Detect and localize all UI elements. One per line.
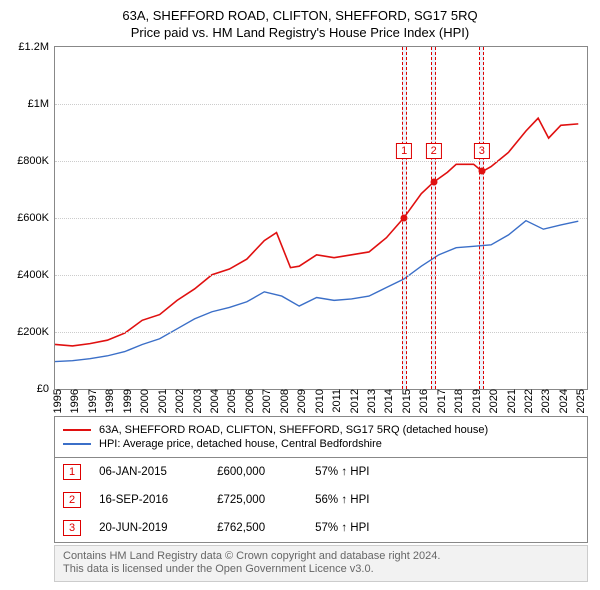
x-axis-tick-label: 1995 — [50, 389, 64, 413]
series-line-property — [55, 118, 578, 346]
footnote-box: Contains HM Land Registry data © Crown c… — [54, 545, 588, 583]
y-axis-tick-label: £1.2M — [18, 41, 55, 53]
x-axis-tick-label: 2000 — [137, 389, 151, 413]
event-marker-label: 2 — [426, 143, 442, 159]
event-row: 1 06-JAN-2015 £600,000 57% ↑ HPI — [55, 458, 587, 486]
x-axis-tick-label: 2014 — [381, 389, 395, 413]
legend-swatch — [63, 429, 91, 431]
event-price: £762,500 — [217, 522, 297, 534]
event-date: 16-SEP-2016 — [99, 494, 199, 506]
legend-box: 63A, SHEFFORD ROAD, CLIFTON, SHEFFORD, S… — [54, 416, 588, 458]
event-marker-label: 1 — [396, 143, 412, 159]
event-pct-vs-hpi: 56% ↑ HPI — [315, 494, 369, 506]
chart-title: 63A, SHEFFORD ROAD, CLIFTON, SHEFFORD, S… — [12, 8, 588, 25]
event-row: 3 20-JUN-2019 £762,500 57% ↑ HPI — [55, 514, 587, 542]
footnote-line: Contains HM Land Registry data © Crown c… — [63, 550, 579, 564]
legend-item: 63A, SHEFFORD ROAD, CLIFTON, SHEFFORD, S… — [63, 423, 579, 437]
event-point-dot — [478, 168, 485, 175]
legend-label: HPI: Average price, detached house, Cent… — [99, 438, 382, 450]
x-axis-tick-label: 2007 — [259, 389, 273, 413]
x-axis-tick-label: 1998 — [102, 389, 116, 413]
x-axis-tick-label: 2025 — [573, 389, 587, 413]
legend-label: 63A, SHEFFORD ROAD, CLIFTON, SHEFFORD, S… — [99, 424, 488, 436]
x-axis-tick-label: 2001 — [155, 389, 169, 413]
x-axis-tick-label: 2010 — [312, 389, 326, 413]
gridline — [55, 275, 587, 276]
event-price: £725,000 — [217, 494, 297, 506]
legend-item: HPI: Average price, detached house, Cent… — [63, 437, 579, 451]
x-axis-tick-label: 2020 — [486, 389, 500, 413]
gridline — [55, 218, 587, 219]
x-axis-tick-label: 2005 — [224, 389, 238, 413]
event-marker-band — [431, 47, 436, 389]
y-axis-tick-label: £800K — [17, 155, 55, 167]
x-axis-tick-label: 2013 — [364, 389, 378, 413]
x-axis-tick-label: 1996 — [67, 389, 81, 413]
x-axis-tick-label: 2012 — [347, 389, 361, 413]
event-date: 06-JAN-2015 — [99, 466, 199, 478]
gridline — [55, 332, 587, 333]
x-axis-tick-label: 2019 — [469, 389, 483, 413]
x-axis-tick-label: 2003 — [190, 389, 204, 413]
x-axis-tick-label: 2008 — [277, 389, 291, 413]
chart-container: 63A, SHEFFORD ROAD, CLIFTON, SHEFFORD, S… — [0, 0, 600, 590]
event-pct-vs-hpi: 57% ↑ HPI — [315, 466, 369, 478]
x-axis-tick-label: 2011 — [329, 389, 343, 413]
x-axis-tick-label: 1999 — [120, 389, 134, 413]
event-marker-band — [479, 47, 484, 389]
chart-plot-area: £0£200K£400K£600K£800K£1M£1.2M1995199619… — [54, 46, 588, 390]
x-axis-tick-label: 2004 — [207, 389, 221, 413]
footnote-line: This data is licensed under the Open Gov… — [63, 563, 579, 577]
x-axis-tick-label: 2024 — [556, 389, 570, 413]
x-axis-tick-label: 2017 — [434, 389, 448, 413]
event-point-dot — [401, 214, 408, 221]
x-axis-tick-label: 2006 — [242, 389, 256, 413]
event-index-badge: 3 — [63, 520, 81, 536]
event-point-dot — [430, 179, 437, 186]
chart-subtitle: Price paid vs. HM Land Registry's House … — [12, 25, 588, 40]
x-axis-tick-label: 2016 — [416, 389, 430, 413]
y-axis-tick-label: £600K — [17, 212, 55, 224]
event-row: 2 16-SEP-2016 £725,000 56% ↑ HPI — [55, 486, 587, 514]
x-axis-tick-label: 2022 — [521, 389, 535, 413]
event-date: 20-JUN-2019 — [99, 522, 199, 534]
event-marker-label: 3 — [474, 143, 490, 159]
y-axis-tick-label: £400K — [17, 269, 55, 281]
event-pct-vs-hpi: 57% ↑ HPI — [315, 522, 369, 534]
event-index-badge: 2 — [63, 492, 81, 508]
legend-swatch — [63, 443, 91, 445]
y-axis-tick-label: £200K — [17, 326, 55, 338]
y-axis-tick-label: £1M — [28, 98, 55, 110]
gridline — [55, 104, 587, 105]
x-axis-tick-label: 1997 — [85, 389, 99, 413]
x-axis-tick-label: 2018 — [451, 389, 465, 413]
events-table: 1 06-JAN-2015 £600,000 57% ↑ HPI 2 16-SEP-201… — [54, 458, 588, 543]
event-price: £600,000 — [217, 466, 297, 478]
x-axis-tick-label: 2023 — [538, 389, 552, 413]
x-axis-tick-label: 2002 — [172, 389, 186, 413]
gridline — [55, 161, 587, 162]
event-index-badge: 1 — [63, 464, 81, 480]
x-axis-tick-label: 2015 — [399, 389, 413, 413]
x-axis-tick-label: 2009 — [294, 389, 308, 413]
series-line-hpi — [55, 221, 578, 362]
x-axis-tick-label: 2021 — [504, 389, 518, 413]
